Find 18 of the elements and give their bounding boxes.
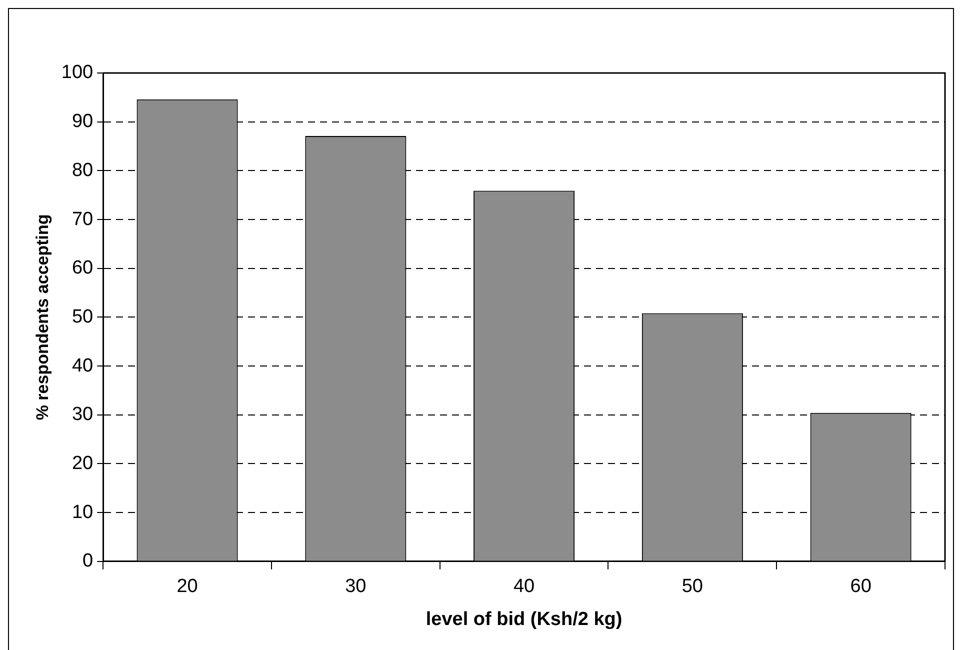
- y-tick-label: 70: [72, 208, 94, 230]
- y-tick-label: 80: [72, 160, 94, 181]
- y-tick-label: 90: [72, 111, 94, 132]
- x-tick-label: 30: [345, 576, 366, 598]
- y-tick-label: 100: [61, 62, 94, 84]
- y-tick-label: 50: [72, 306, 94, 328]
- x-tick-label: 40: [513, 576, 535, 598]
- x-axis-title: level of bid (Ksh/2 kg): [426, 608, 622, 630]
- y-tick-label: 20: [72, 452, 94, 474]
- y-tick-label: 10: [72, 502, 94, 523]
- y-tick-label: 60: [72, 258, 94, 279]
- x-tick-label: 60: [850, 576, 872, 598]
- x-tick-label: 50: [682, 576, 703, 598]
- y-tick-label: 30: [72, 404, 94, 426]
- x-tick-label: 20: [176, 576, 198, 598]
- y-axis-title: % respondents accepting: [32, 214, 52, 420]
- y-tick-label: 40: [72, 355, 94, 376]
- y-tick-label: 0: [82, 550, 94, 572]
